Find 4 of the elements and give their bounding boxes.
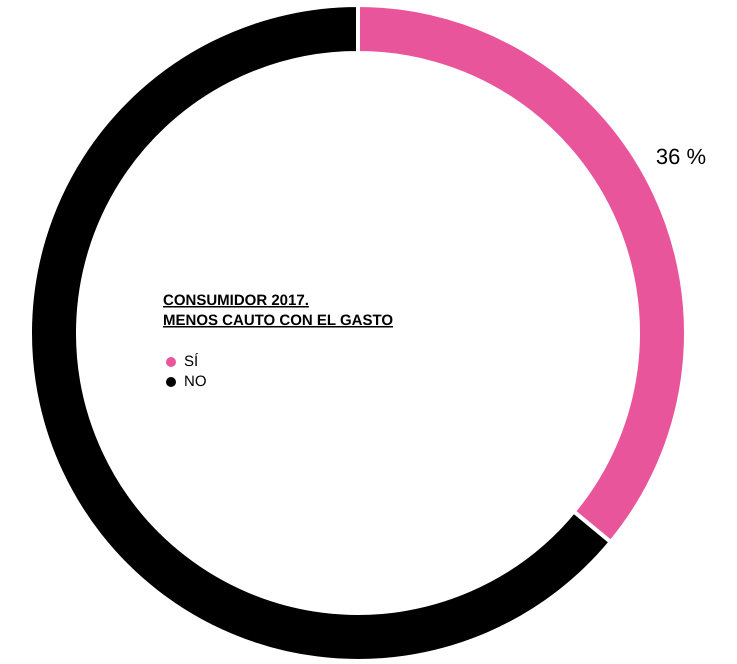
data-label: 36 % (656, 144, 706, 170)
text: CONSUMIDOR 2017. MENOS CAUTO CON EL GASTO (163, 292, 394, 329)
legend-label: NO (184, 372, 206, 390)
legend-label: SÍ (184, 352, 200, 370)
